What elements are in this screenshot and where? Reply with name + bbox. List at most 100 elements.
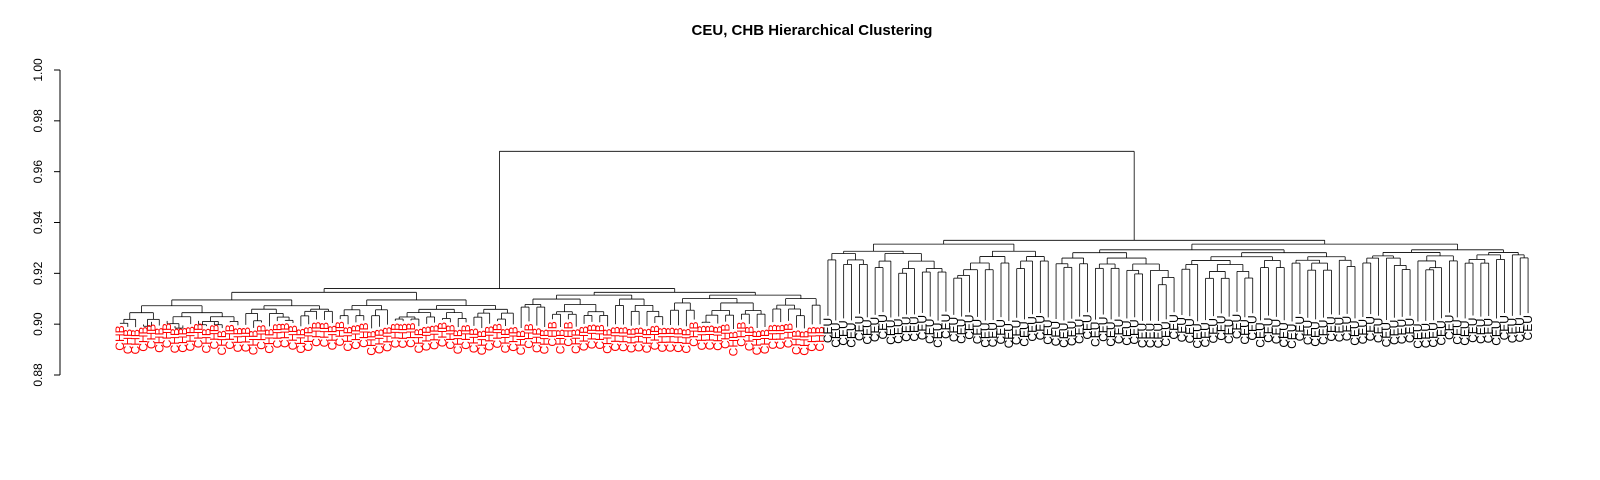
leaf-label: CHB	[199, 328, 213, 353]
leaf-label: CEU	[1081, 314, 1095, 339]
leaf-label: CEU	[978, 322, 992, 347]
leaf-label: CHB	[373, 329, 387, 354]
leaf-label: CEU	[1246, 315, 1260, 340]
leaf-label: CEU	[1254, 322, 1268, 347]
leaf-label: CEU	[1206, 318, 1220, 343]
leaf-label: CHB	[546, 321, 560, 346]
leaf-label: CEU	[1450, 319, 1464, 344]
y-axis: 0.88 0.90 0.92 0.94 0.96 0.98 1.00	[31, 58, 61, 387]
leaf-label: CHB	[750, 330, 764, 355]
leaf-label: CHB	[176, 327, 190, 352]
leaf-label: CHB	[789, 330, 803, 355]
leaf-label: CHB	[223, 324, 237, 349]
leaf-label: CEU	[1332, 317, 1346, 342]
leaf-label: CEU	[1474, 319, 1488, 344]
leaf-label: CEU	[1497, 315, 1511, 340]
leaf-label: CHB	[144, 324, 158, 349]
leaf-label: CHB	[286, 325, 300, 350]
leaf-label: CEU	[939, 314, 953, 339]
leaf-label: CHB	[317, 322, 331, 347]
leaf-label: CEU	[1238, 319, 1252, 344]
chart-title: CEU, CHB Hierarchical Clustering	[692, 22, 933, 39]
leaf-label: CEU	[1128, 319, 1142, 344]
leaf-label: CHB	[695, 325, 709, 350]
leaf-label: CEU	[1505, 318, 1519, 343]
leaf-label: CEU	[1191, 323, 1205, 348]
leaf-label: CHB	[420, 326, 434, 351]
leaf-label: CEU	[1104, 321, 1118, 346]
leaf-label: CHB	[349, 324, 363, 349]
leaf-label: CEU	[1395, 319, 1409, 344]
leaf-label: CEU	[955, 319, 969, 344]
leaf-label: CEU	[1403, 318, 1417, 343]
leaf-label: CEU	[1340, 316, 1354, 341]
leaf-label: CHB	[333, 321, 347, 346]
leaf-label: CHB	[357, 322, 371, 347]
leaf-label: CEU	[1120, 320, 1134, 345]
leaf-label: CEU	[963, 314, 977, 339]
leaf-label: CHB	[380, 327, 394, 352]
leaf-label: CEU	[1435, 320, 1449, 345]
leaf-label: CHB	[302, 326, 316, 351]
leaf-label: CEU	[923, 319, 937, 344]
leaf-label: CHB	[184, 326, 198, 351]
leaf-label: CHB	[719, 324, 733, 349]
leaf-label: CHB	[483, 326, 497, 351]
leaf-label: CHB	[270, 323, 284, 348]
leaf-label: CEU	[1151, 323, 1165, 348]
leaf-label: CEU	[931, 323, 945, 348]
leaf-label: CEU	[1372, 318, 1386, 343]
leaf-label: CHB	[294, 328, 308, 353]
leaf-label: CEU	[1073, 319, 1087, 344]
leaf-label: CEU	[1261, 318, 1275, 343]
leaf-label: CEU	[970, 319, 984, 344]
leaf-label: CEU	[837, 320, 851, 345]
leaf-label: CHB	[467, 328, 481, 353]
leaf-label: CEU	[1317, 320, 1331, 345]
leaf-label: CEU	[994, 319, 1008, 344]
leaf-label: CHB	[711, 326, 725, 351]
leaf-label: CHB	[624, 328, 638, 353]
leaf-label: CHB	[577, 326, 591, 351]
leaf-label: CEU	[1049, 321, 1063, 346]
leaf-label: CHB	[404, 323, 418, 348]
leaf-label: CEU	[821, 318, 835, 343]
leaf-label: CEU	[892, 319, 906, 344]
leaf-label: CHB	[805, 326, 819, 351]
leaf-label: CEU	[947, 317, 961, 342]
leaf-label: CEU	[1002, 323, 1016, 348]
leaf-label: CHB	[664, 327, 678, 352]
leaf-label: CHB	[687, 322, 701, 347]
leaf-label: CHB	[152, 328, 166, 353]
leaf-label: CEU	[1387, 320, 1401, 345]
leaf-label: CEU	[1041, 319, 1055, 344]
leaf-label: CHB	[412, 328, 426, 353]
leaf-label: CEU	[1513, 317, 1527, 342]
leaf-label: CEU	[1490, 320, 1504, 345]
leaf-label: CHB	[396, 323, 410, 348]
leaf-label: CHB	[774, 324, 788, 349]
leaf-label: CHB	[679, 328, 693, 353]
leaf-label: CEU	[1301, 320, 1315, 345]
leaf-label: CEU	[1521, 315, 1535, 340]
leaf-label: CHB	[506, 326, 520, 351]
leaf-label: CEU	[1010, 320, 1024, 345]
leaf-label: CHB	[813, 326, 827, 351]
leaf-label: CHB	[514, 330, 528, 355]
leaf-label: CHB	[451, 329, 465, 354]
leaf-label: CHB	[656, 327, 670, 352]
y-tick-label: 0.90	[31, 312, 45, 336]
leaf-label: CEU	[1309, 321, 1323, 346]
leaf-label: CEU	[1025, 316, 1039, 341]
y-tick-label: 0.98	[31, 109, 45, 133]
y-tick-label: 0.92	[31, 261, 45, 285]
leaf-label: CHB	[758, 329, 772, 354]
leaf-label: CEU	[1018, 321, 1032, 346]
leaf-label: CHB	[530, 328, 544, 353]
leaf-label: CEU	[1293, 316, 1307, 341]
leaf-label: CHB	[640, 328, 654, 353]
leaf-label: CEU	[1159, 321, 1173, 346]
y-tick-label: 0.96	[31, 160, 45, 184]
leaf-label: CHB	[262, 328, 276, 353]
